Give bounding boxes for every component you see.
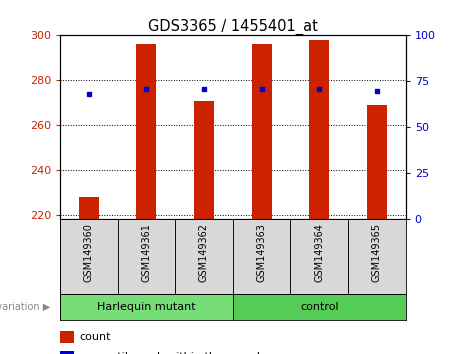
Text: GSM149363: GSM149363	[257, 223, 266, 282]
Text: GSM149361: GSM149361	[142, 223, 151, 282]
Bar	[60, 351, 74, 354]
Bar	[290, 219, 348, 294]
Bar	[309, 40, 329, 219]
Bar	[118, 219, 175, 294]
Bar	[194, 101, 214, 219]
Text: genotype/variation ▶: genotype/variation ▶	[0, 302, 51, 312]
Text: GSM149364: GSM149364	[314, 223, 324, 282]
Bar	[60, 219, 118, 294]
Title: GDS3365 / 1455401_at: GDS3365 / 1455401_at	[148, 19, 318, 35]
Text: control: control	[300, 302, 338, 312]
Text: percentile rank within the sample: percentile rank within the sample	[79, 352, 267, 354]
Text: count: count	[79, 332, 111, 342]
Bar	[252, 44, 272, 219]
Text: GSM149365: GSM149365	[372, 223, 382, 282]
Bar	[348, 219, 406, 294]
Text: GSM149360: GSM149360	[84, 223, 94, 282]
Text: Harlequin mutant: Harlequin mutant	[97, 302, 195, 312]
Bar	[233, 219, 290, 294]
Bar	[60, 331, 74, 343]
Bar	[175, 219, 233, 294]
Text: GSM149362: GSM149362	[199, 223, 209, 282]
Bar	[60, 294, 233, 320]
Bar	[79, 197, 99, 219]
Bar	[136, 44, 156, 219]
Bar	[233, 294, 406, 320]
Bar	[367, 105, 387, 219]
